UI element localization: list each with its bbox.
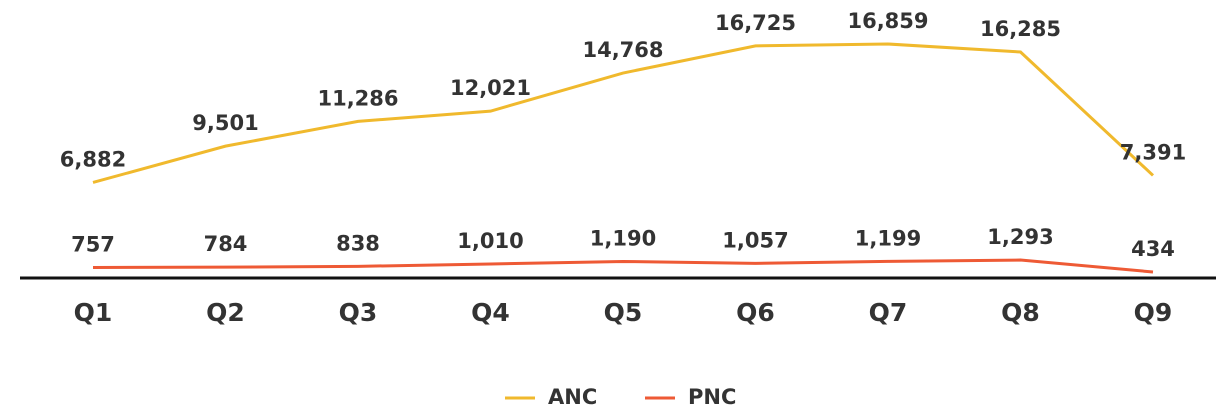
x-tick-label: Q2: [206, 298, 245, 327]
data-label: 434: [1131, 237, 1175, 261]
x-tick-label: Q4: [471, 298, 510, 327]
data-label: 9,501: [192, 111, 258, 135]
series-line: [92, 42, 1155, 184]
data-label: 1,057: [722, 228, 788, 252]
data-label: 1,190: [590, 226, 656, 250]
data-label: 1,293: [987, 225, 1053, 249]
data-label: 16,285: [980, 17, 1061, 41]
data-label: 6,882: [60, 147, 126, 171]
x-tick-label: Q1: [74, 298, 113, 327]
data-label: 7,391: [1120, 140, 1186, 164]
data-label: 11,286: [317, 86, 398, 110]
x-tick-label: Q7: [869, 298, 908, 327]
x-tick-label: Q3: [339, 298, 378, 327]
x-tick-label: Q8: [1001, 298, 1040, 327]
x-tick-label: Q6: [736, 298, 775, 327]
data-label: 14,768: [582, 38, 663, 62]
data-label: 16,859: [847, 9, 928, 33]
legend-label: ANC: [548, 385, 597, 409]
series-line: [92, 258, 1154, 274]
data-label: 784: [204, 232, 248, 256]
x-tick-label: Q9: [1134, 298, 1173, 327]
x-tick-label: Q5: [604, 298, 643, 327]
data-label: 1,199: [855, 226, 921, 250]
data-label: 757: [71, 232, 115, 256]
legend-label: PNC: [688, 385, 736, 409]
data-label: 1,010: [457, 229, 523, 253]
data-label: 838: [336, 231, 380, 255]
data-label: 12,021: [450, 76, 531, 100]
data-label: 16,725: [715, 11, 796, 35]
